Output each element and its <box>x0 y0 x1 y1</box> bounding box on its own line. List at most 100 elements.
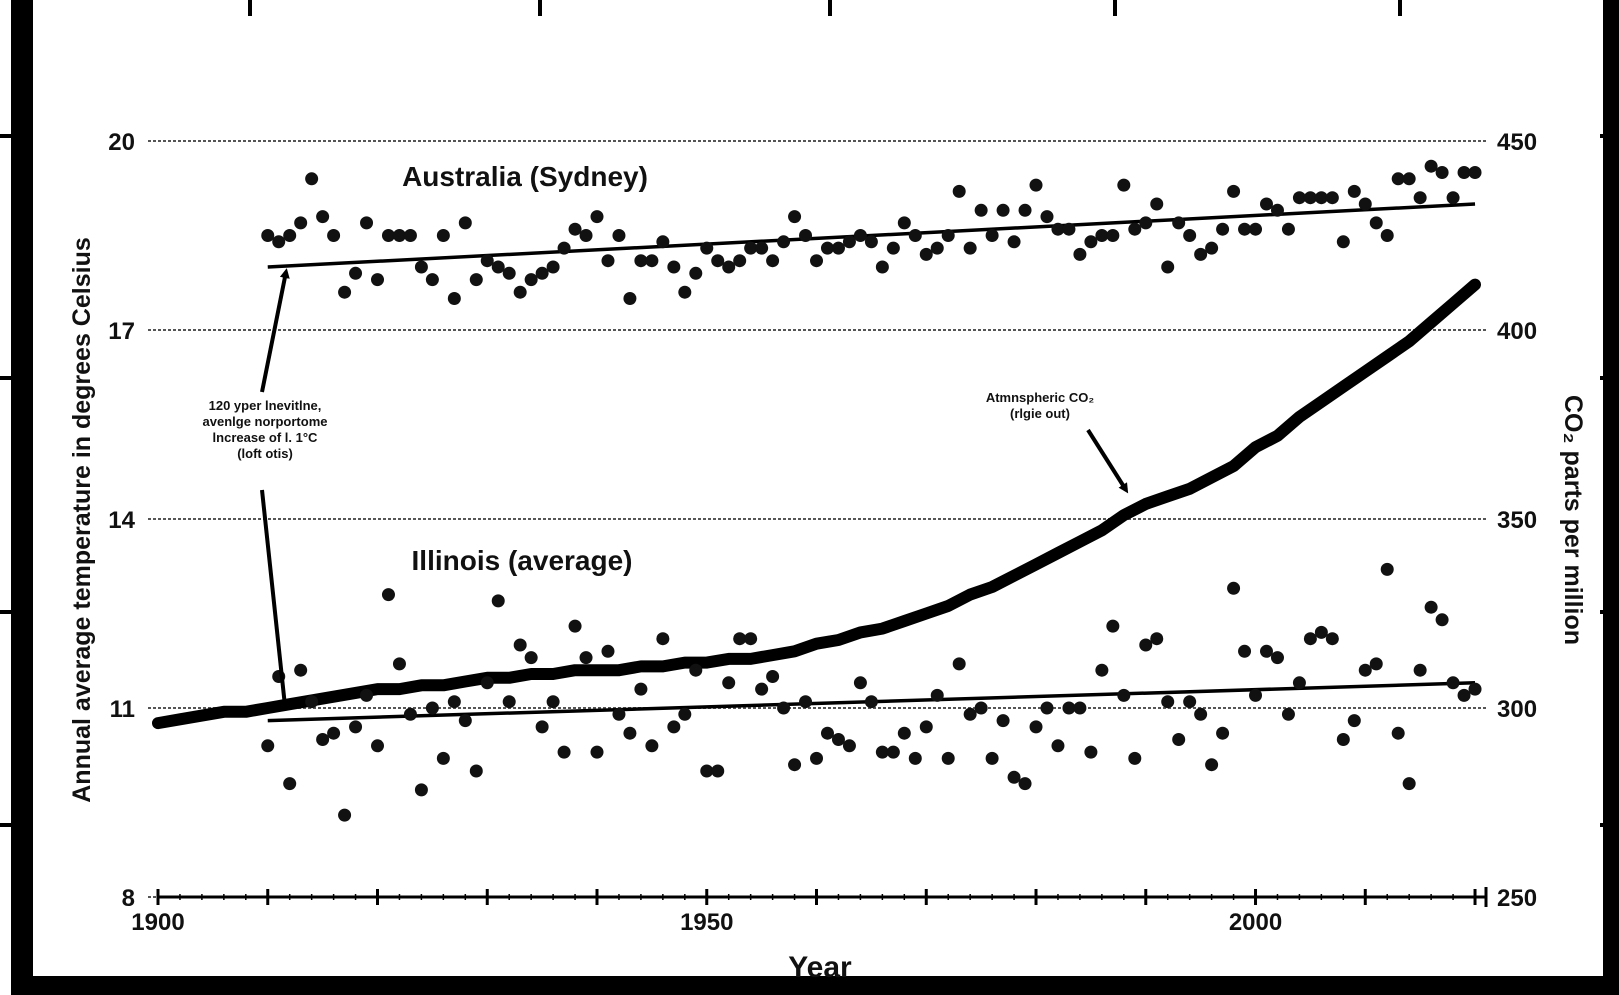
data-point <box>919 720 933 734</box>
data-point <box>996 714 1010 728</box>
data-point <box>1402 172 1416 186</box>
data-point <box>952 657 966 671</box>
data-point <box>590 210 604 224</box>
data-point <box>678 285 692 299</box>
data-point <box>1457 688 1471 702</box>
data-point <box>974 701 988 715</box>
data-point <box>1435 166 1449 179</box>
data-point <box>755 682 769 696</box>
data-point <box>1468 682 1482 696</box>
data-point <box>623 726 637 740</box>
data-point <box>831 241 845 255</box>
y-left-tick-label: 8 <box>122 885 135 912</box>
data-point <box>283 229 297 242</box>
data-point <box>1040 701 1054 715</box>
data-point <box>831 733 845 746</box>
data-point <box>1446 191 1460 205</box>
data-point <box>1007 235 1021 249</box>
data-point <box>1292 676 1306 690</box>
data-point <box>667 720 681 734</box>
data-point <box>678 707 692 721</box>
data-point <box>952 184 966 198</box>
annotations: 120 yper lnevitlne,avenlge norportomelnc… <box>203 268 1129 710</box>
x-tick-label: 1900 <box>131 909 184 936</box>
data-point <box>1259 644 1273 658</box>
data-point <box>272 235 286 249</box>
data-point <box>711 254 725 268</box>
data-point <box>1216 222 1230 236</box>
co2-note-line: (rlgie out) <box>1010 406 1070 421</box>
data-point <box>601 254 615 268</box>
data-point <box>1172 733 1186 746</box>
data-point <box>842 739 856 753</box>
data-point <box>381 229 395 242</box>
data-point <box>1270 203 1284 217</box>
data-point <box>1172 216 1186 230</box>
data-point <box>469 273 483 287</box>
data-point <box>327 229 341 242</box>
data-point <box>908 229 922 242</box>
data-point <box>568 619 582 633</box>
data-point <box>1051 739 1065 753</box>
data-point <box>1336 733 1350 746</box>
data-point <box>1259 197 1273 211</box>
data-point <box>392 657 406 671</box>
data-point <box>1238 644 1252 658</box>
temperature-note-line: avenlge norportome <box>203 414 328 429</box>
data-point <box>1325 191 1339 205</box>
data-point <box>963 707 977 721</box>
co2-note-line: Atmnspheric CO₂ <box>986 390 1095 405</box>
data-point <box>403 707 417 721</box>
data-point <box>842 235 856 249</box>
data-point <box>1183 695 1197 709</box>
data-point <box>1369 216 1383 230</box>
y-left-tick-label: 20 <box>108 129 135 156</box>
data-point <box>810 751 824 765</box>
data-point <box>1029 720 1043 734</box>
y-axis-left-title: Annual average temperature in degrees Ce… <box>68 237 96 803</box>
data-point <box>689 266 703 280</box>
data-point <box>996 203 1010 217</box>
data-point <box>414 260 428 274</box>
data-point <box>1128 222 1142 236</box>
data-point <box>985 751 999 765</box>
data-point <box>1270 651 1284 665</box>
data-point <box>458 714 472 728</box>
data-point <box>700 764 714 778</box>
data-point <box>733 254 747 268</box>
data-point <box>1292 191 1306 205</box>
data-point <box>491 260 505 274</box>
data-point <box>371 739 385 753</box>
data-point <box>864 235 878 249</box>
data-point <box>700 241 714 255</box>
data-point <box>1051 222 1065 236</box>
data-point <box>305 695 319 709</box>
data-point <box>919 247 933 261</box>
data-point <box>1216 726 1230 740</box>
data-point <box>480 254 494 268</box>
data-point <box>799 695 813 709</box>
data-point <box>612 229 626 242</box>
data-point <box>557 745 571 759</box>
data-point <box>1161 695 1175 709</box>
data-point <box>349 266 363 280</box>
data-point <box>1281 707 1295 721</box>
illinois-series-label: Illinois (average) <box>412 545 633 576</box>
data-point <box>941 751 955 765</box>
data-point <box>1040 210 1054 224</box>
data-point <box>447 695 461 709</box>
data-point <box>810 254 824 268</box>
data-point <box>480 676 494 690</box>
data-point <box>294 216 308 230</box>
data-point <box>1347 184 1361 198</box>
data-point <box>1303 191 1317 205</box>
australia-series-label: Australia (Sydney) <box>402 161 648 192</box>
data-point <box>1402 777 1416 791</box>
data-point <box>1205 758 1219 772</box>
data-point <box>524 651 538 665</box>
data-point <box>941 229 955 242</box>
data-point <box>897 726 911 740</box>
data-point <box>1062 222 1076 236</box>
data-point <box>612 707 626 721</box>
data-point <box>535 266 549 280</box>
